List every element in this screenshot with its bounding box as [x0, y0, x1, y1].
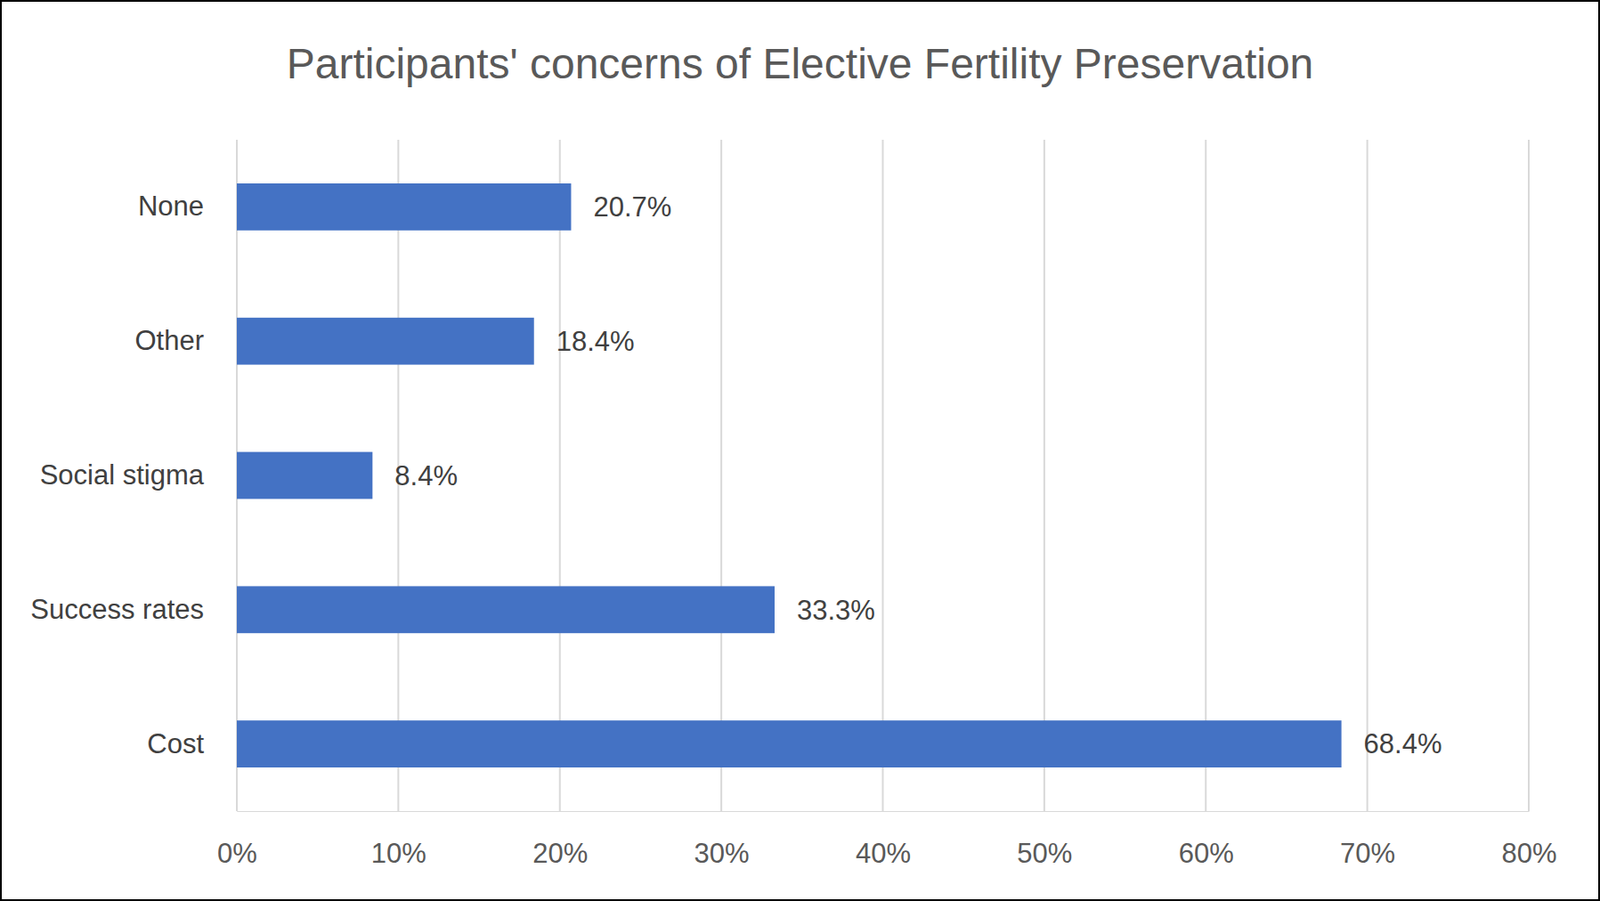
grid	[236, 139, 1529, 812]
y-tick: None	[138, 190, 237, 222]
y-axis: Cost Success rates Social stigma Other None	[30, 140, 237, 813]
chart-border	[0, 0, 1600, 901]
grid-line	[1527, 139, 1530, 812]
x-tick: 10%	[371, 811, 427, 870]
x-tick: 0%	[217, 811, 258, 870]
data-label: 68.4%	[1364, 728, 1443, 760]
y-tick-label: None	[138, 190, 204, 222]
data-label: 18.4%	[556, 325, 635, 358]
x-tick-label: 10%	[371, 837, 427, 870]
y-tick: Other	[134, 324, 237, 357]
grid-line	[1366, 139, 1369, 812]
data-label: 8.4%	[394, 460, 458, 492]
x-tick-label: 80%	[1501, 837, 1557, 870]
grid-line	[559, 139, 561, 812]
x-axis: 0% 10% 20% 30% 40% 50% 60% 70% 80%	[217, 811, 1557, 870]
bar	[236, 183, 571, 231]
bar	[236, 317, 535, 366]
x-tick-label: 0%	[217, 837, 258, 870]
y-tick-label: Other	[134, 324, 204, 357]
y-tick: Cost	[146, 728, 237, 760]
x-tick: 30%	[694, 811, 750, 870]
data-label: 33.3%	[796, 594, 876, 626]
x-tick-label: 50%	[1016, 837, 1073, 870]
bars	[236, 183, 1342, 768]
x-tick-label: 60%	[1178, 837, 1235, 870]
chart: 0% 10% 20% 30% 40% 50% 60% 70% 80% Cost Success ra…	[0, 0, 1600, 901]
bar	[236, 585, 775, 634]
x-tick: 70%	[1340, 811, 1396, 870]
x-tick-label: 20%	[532, 837, 588, 870]
x-tick: 40%	[855, 811, 911, 870]
y-tick: Social stigma	[40, 459, 237, 491]
x-tick-label: 40%	[855, 837, 911, 870]
grid-line	[882, 139, 885, 812]
title: Participants' concerns of Elective Ferti…	[286, 40, 1315, 88]
x-tick: 80%	[1501, 811, 1557, 870]
bar	[236, 720, 1342, 768]
grid-line	[720, 139, 723, 812]
x-tick: 50%	[1016, 811, 1073, 870]
x-tick-label: 70%	[1340, 837, 1396, 870]
data-label: 20.7%	[592, 191, 672, 223]
y-tick: Success rates	[30, 593, 237, 626]
y-tick-label: Social stigma	[40, 459, 205, 491]
x-axis-line	[237, 811, 1530, 813]
x-tick: 60%	[1178, 811, 1235, 870]
grid-line	[1043, 139, 1046, 812]
grid-line	[1204, 139, 1207, 812]
bar	[236, 452, 373, 500]
y-tick-label: Success rates	[30, 593, 204, 626]
x-tick: 20%	[532, 811, 588, 870]
data-labels: 68.4% 33.3% 8.4% 18.4% 20.7%	[394, 191, 1442, 760]
y-tick-label: Cost	[146, 728, 204, 760]
x-tick-label: 30%	[694, 837, 750, 870]
